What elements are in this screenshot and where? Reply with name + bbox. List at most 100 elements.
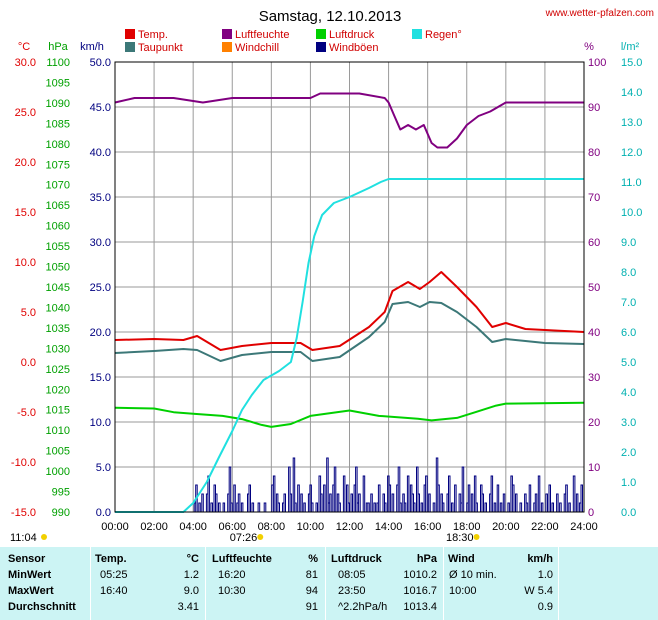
wind-tick: 40.0 — [90, 147, 111, 159]
pressure-value: 1016.7 — [403, 585, 437, 597]
header-wind: Wind — [448, 553, 475, 565]
series-line-0 — [114, 271, 585, 351]
pressure-tick: 1090 — [46, 98, 70, 110]
time-tick: 00:00 — [101, 521, 129, 533]
table-divider-3 — [443, 547, 444, 620]
rain-tick: 0.0 — [621, 507, 636, 519]
pressure-tick: 1045 — [46, 282, 70, 294]
humidity-value: 94 — [305, 585, 318, 597]
wind-time: Ø 10 min. — [449, 569, 497, 581]
wind-tick: 5.0 — [96, 462, 111, 474]
humidity-tick: 20 — [588, 417, 600, 429]
pressure-tick: 990 — [52, 507, 70, 519]
legend-swatch-1 — [125, 42, 135, 52]
wind-tick: 35.0 — [90, 192, 111, 204]
pressure-tick: 1040 — [46, 302, 70, 314]
sunrise-time: 07:26 — [230, 532, 258, 544]
series-line-4 — [115, 178, 584, 513]
pressure-tick: 1075 — [46, 159, 70, 171]
wind-tick: 0.0 — [96, 507, 111, 519]
series-lines — [114, 92, 585, 513]
humidity-tick: 40 — [588, 327, 600, 339]
temp-tick: 10.0 — [15, 257, 36, 269]
temp-tick: -10.0 — [11, 457, 36, 469]
pressure-tick: 1065 — [46, 200, 70, 212]
wind-tick: 30.0 — [90, 237, 111, 249]
header-temp-unit: °C — [186, 553, 199, 565]
statistics-table: Sensor Temp. °C Luftfeuchte% Luftdruck hPa Win… — [0, 547, 658, 620]
time-tick: 24:00 — [570, 521, 598, 533]
pressure-time: 23:50 — [338, 585, 366, 597]
humidity-value: 91 — [305, 601, 318, 613]
header-pressure-unit: hPa — [416, 553, 437, 565]
table-divider-1 — [205, 547, 206, 620]
rain-tick: 14.0 — [621, 87, 642, 99]
humidity-time: 10:30 — [218, 585, 246, 597]
wind-tick: 15.0 — [90, 372, 111, 384]
header-humidity-unit: % — [308, 553, 318, 565]
humidity-tick: 0 — [588, 507, 594, 519]
pressure-tick: 1100 — [46, 57, 70, 69]
pressure-time: ^2.2hPa/h — [338, 601, 388, 613]
temp-tick: 20.0 — [15, 157, 36, 169]
rain-tick: 13.0 — [621, 117, 642, 129]
unit-humidity: % — [584, 41, 594, 53]
wind-tick: 20.0 — [90, 327, 111, 339]
legend-swatch-0 — [125, 29, 135, 39]
rain-tick: 4.0 — [621, 387, 636, 399]
sunset-time: 18:30 — [446, 532, 474, 544]
pressure-tick: 1095 — [46, 77, 70, 89]
temp-time: 05:25 — [100, 569, 128, 581]
time-tick: 16:00 — [414, 521, 442, 533]
header-wind-unit: km/h — [527, 553, 553, 565]
rain-tick: 8.0 — [621, 267, 636, 279]
pressure-tick: 1085 — [46, 118, 70, 130]
wind-value: W 5.4 — [524, 585, 553, 597]
legend-label-5: Windböen — [329, 42, 379, 54]
wind-value: 1.0 — [537, 569, 553, 581]
site-link[interactable]: www.wetter-pfalzen.com — [545, 8, 654, 19]
row-label: MinWert — [8, 569, 52, 581]
plot-frame — [114, 61, 585, 513]
time-tick: 02:00 — [140, 521, 168, 533]
pressure-time: 08:05 — [338, 569, 366, 581]
temp-tick: -15.0 — [11, 507, 36, 519]
header-temp: Temp. — [95, 553, 127, 565]
legend-swatch-5 — [316, 42, 326, 52]
sun-times: 11:04 07:26 18:30 — [10, 532, 480, 544]
pressure-tick: 1070 — [46, 180, 70, 192]
rain-tick: 11.0 — [621, 177, 642, 189]
humidity-tick: 70 — [588, 192, 600, 204]
pressure-tick: 1080 — [46, 139, 70, 151]
temp-tick: 25.0 — [15, 107, 36, 119]
header-sensor: Sensor — [8, 553, 46, 565]
unit-pressure: hPa — [48, 41, 68, 53]
legend-label-0: Temp. — [138, 29, 168, 41]
header-pressure: Luftdruck — [331, 553, 382, 565]
humidity-value: 81 — [305, 569, 318, 581]
rain-tick: 1.0 — [621, 477, 636, 489]
time-tick: 12:00 — [336, 521, 364, 533]
day-length: 11:04 — [10, 532, 37, 544]
unit-rain: l/m² — [621, 41, 640, 53]
pressure-tick: 995 — [52, 487, 70, 499]
pressure-tick: 1050 — [46, 262, 70, 274]
pressure-tick: 1010 — [46, 425, 70, 437]
rain-tick: 5.0 — [621, 357, 636, 369]
temp-tick: 0.0 — [21, 357, 36, 369]
row-label: MaxWert — [8, 585, 54, 597]
humidity-tick: 100 — [588, 57, 606, 69]
rain-tick: 12.0 — [621, 147, 642, 159]
temp-tick: -5.0 — [17, 407, 36, 419]
series-line-1 — [114, 301, 585, 362]
axis-units: °C hPa km/h % l/m² — [18, 41, 640, 53]
pressure-tick: 1055 — [46, 241, 70, 253]
unit-wind: km/h — [80, 41, 104, 53]
chart-title: Samstag, 12.10.2013 — [259, 8, 402, 25]
legend-label-4: Luftdruck — [329, 29, 375, 41]
temp-tick: 30.0 — [15, 57, 36, 69]
wind-tick: 25.0 — [90, 282, 111, 294]
time-tick: 10:00 — [297, 521, 325, 533]
humidity-tick: 10 — [588, 462, 600, 474]
